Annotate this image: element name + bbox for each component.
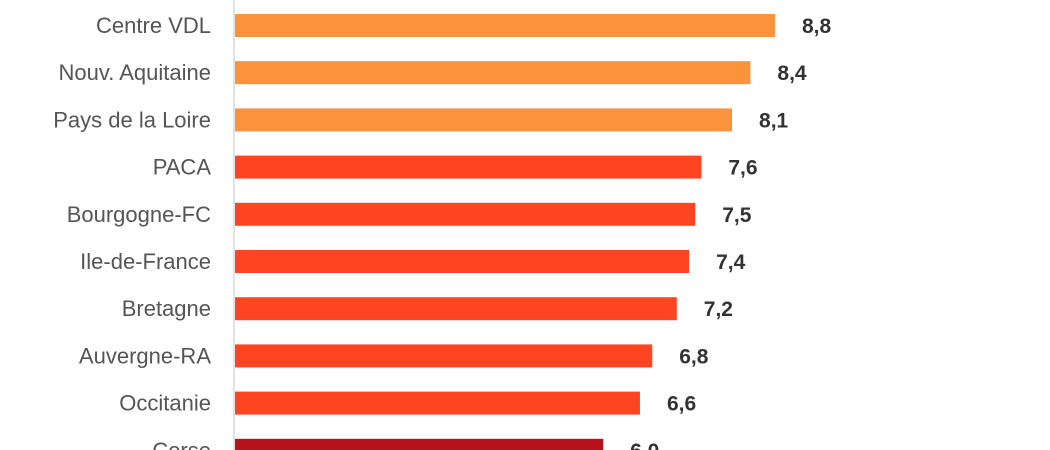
bar-bourgogne-fc [235,202,696,226]
category-label-bourgogne-fc: Bourgogne-FC [67,202,211,227]
value-label-centre-vdl: 8,8 [802,15,832,38]
bars-group [235,14,775,450]
bar-bretagne [235,297,677,321]
category-label-occitanie: Occitanie [119,391,211,416]
value-label-pays-de-la-loire: 8,1 [759,109,789,132]
value-label-bourgogne-fc: 7,5 [722,204,752,227]
category-labels-group: Centre VDL Nouv. Aquitaine Pays de la Loir… [53,13,211,450]
category-label-corse: Corse [152,438,211,450]
category-label-pays-de-la-loire: Pays de la Loire [53,107,211,132]
category-label-paca: PACA [153,155,212,180]
category-label-bretagne: Bretagne [122,296,211,321]
value-label-auvergne-ra: 6,8 [679,345,709,368]
value-label-occitanie: 6,6 [667,393,696,416]
bar-centre-vdl [235,14,775,37]
value-label-corse: 6,0 [630,440,659,450]
value-labels-group: 8,8 8,4 8,1 7,6 7,5 7,4 7,2 6,8 6,6 6,0 [630,15,831,450]
bar-paca [235,155,702,179]
bar-nouv-aquitaine [235,61,751,85]
value-label-nouv-aquitaine: 8,4 [777,62,807,85]
category-label-ile-de-france: Ile-de-France [80,249,211,274]
value-label-bretagne: 7,2 [704,298,733,321]
bar-ile-de-france [235,250,690,273]
bar-pays-de-la-loire [235,108,733,132]
category-label-nouv-aquitaine: Nouv. Aquitaine [59,60,211,85]
category-label-centre-vdl: Centre VDL [96,13,211,38]
bar-occitanie [235,391,640,415]
value-label-paca: 7,6 [728,157,757,180]
bar-auvergne-ra [235,344,653,368]
value-label-ile-de-france: 7,4 [716,251,746,274]
bar-corse [235,438,604,450]
category-label-auvergne-ra: Auvergne-RA [79,343,211,368]
